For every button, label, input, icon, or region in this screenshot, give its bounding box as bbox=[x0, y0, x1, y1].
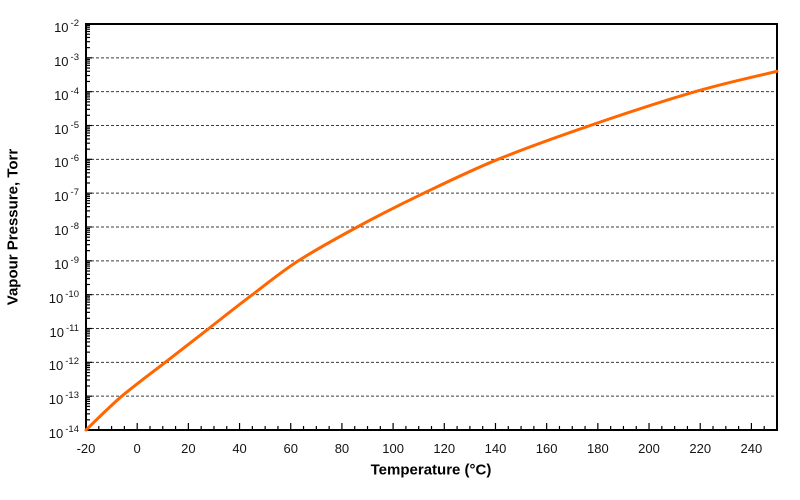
y-tick-label: 10 -6 bbox=[54, 153, 79, 171]
y-tick-label: 10 -13 bbox=[48, 390, 79, 408]
y-tick-label: 10 -11 bbox=[49, 322, 80, 340]
y-tick-label: 10 -7 bbox=[54, 187, 79, 205]
y-tick-label: 10 -8 bbox=[54, 221, 79, 238]
x-tick-label: -20 bbox=[76, 441, 96, 456]
y-tick-label: 10 -12 bbox=[48, 356, 79, 374]
plot-frame bbox=[85, 23, 778, 431]
y-tick-label: 10 -9 bbox=[54, 254, 79, 272]
y-tick-label: 10 -2 bbox=[54, 18, 79, 35]
y-axis-title: Vapour Pressure, Torr bbox=[4, 148, 22, 306]
x-tick-label: 20 bbox=[181, 441, 196, 456]
y-tick-label: 10 -10 bbox=[48, 288, 79, 306]
x-tick-label: 180 bbox=[586, 441, 609, 456]
x-tick-label: 160 bbox=[535, 441, 558, 456]
y-tick-label: 10 -3 bbox=[54, 51, 79, 69]
x-tick-label: 220 bbox=[689, 441, 712, 456]
y-tick-label: 10 -4 bbox=[54, 85, 79, 103]
y-tick-label: 10 -5 bbox=[54, 119, 79, 137]
x-tick-label: 80 bbox=[334, 441, 350, 456]
x-tick-label: 0 bbox=[133, 441, 141, 456]
x-tick-label: 40 bbox=[232, 441, 247, 456]
y-tick-label: 10 -14 bbox=[48, 424, 79, 441]
x-tick-label: 200 bbox=[638, 441, 660, 456]
x-tick-label: 100 bbox=[382, 441, 404, 456]
x-tick-label: 240 bbox=[740, 441, 763, 456]
vapour-pressure-curve bbox=[84, 69, 779, 432]
x-tick-label: 60 bbox=[283, 441, 298, 456]
x-axis-title: Temperature (°C) bbox=[370, 461, 492, 479]
x-tick-label: 120 bbox=[433, 441, 456, 456]
x-tick-label: 140 bbox=[484, 441, 507, 456]
